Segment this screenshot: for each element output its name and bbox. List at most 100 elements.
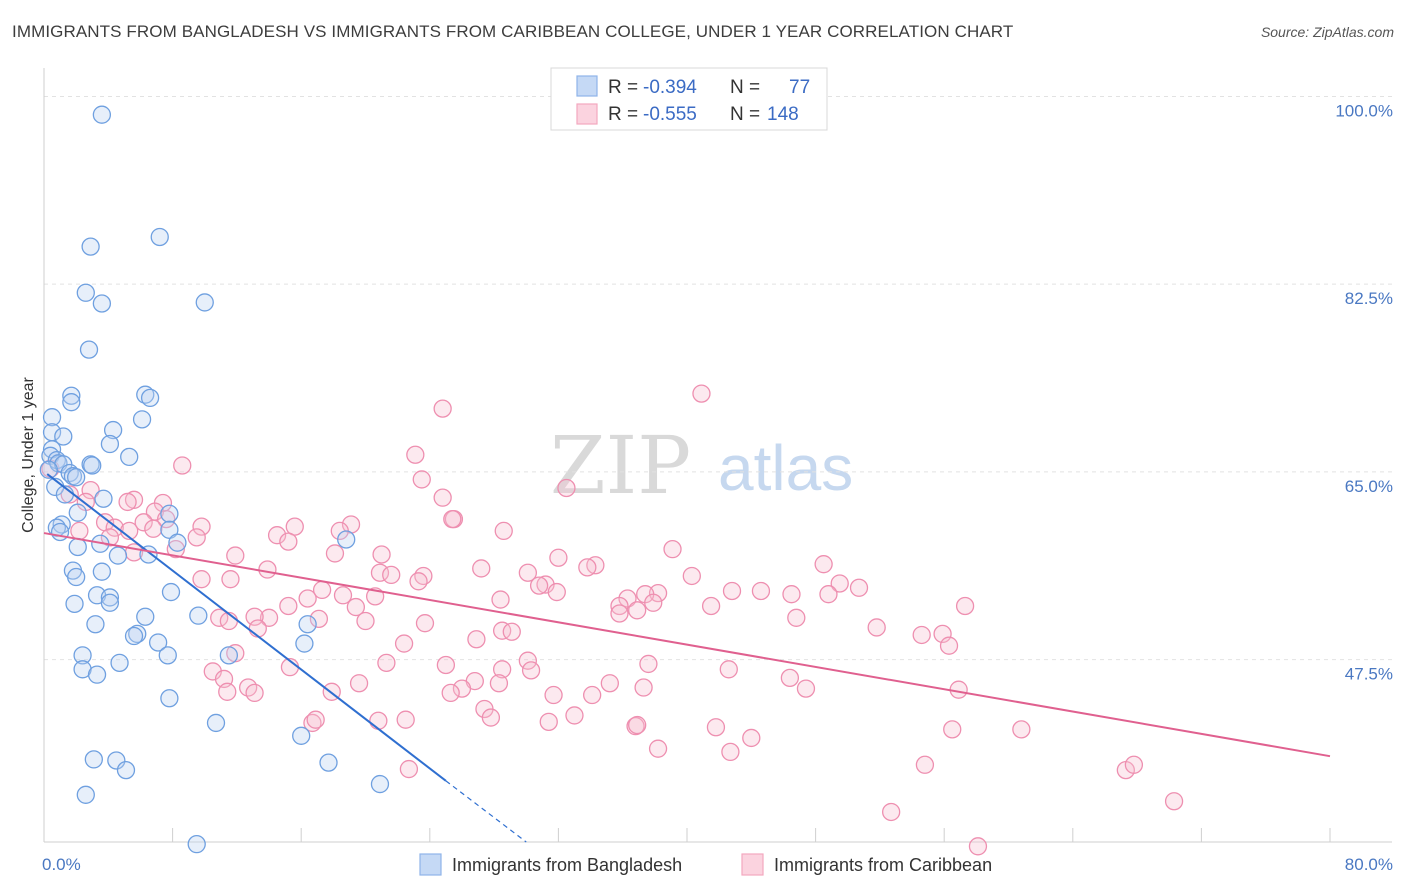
caribbean-point-42 <box>258 560 277 579</box>
caribbean-point-121 <box>539 712 558 732</box>
series-legend: Immigrants from Bangladesh Immigrants fr… <box>419 853 992 876</box>
caribbean-point-74 <box>628 601 647 620</box>
caribbean-point-1 <box>433 399 452 418</box>
caribbean-point-31 <box>663 539 682 559</box>
bangladesh-point-0 <box>92 105 112 124</box>
caribbean-point-123 <box>396 710 415 729</box>
caribbean-point-117 <box>441 683 460 703</box>
caribbean-point-83 <box>415 614 435 633</box>
caribbean-point-5 <box>412 470 431 489</box>
bangladesh-point-40 <box>68 537 87 557</box>
caribbean-point-128 <box>706 718 726 737</box>
bangladesh-point-64 <box>87 665 107 684</box>
bangladesh-point-48 <box>100 588 120 607</box>
legend-n-label-caribbean: N = <box>730 104 760 125</box>
caribbean-point-48 <box>221 570 240 589</box>
bangladesh-point-67 <box>292 726 311 745</box>
bangladesh-point-72 <box>370 774 390 794</box>
bangladesh-point-6 <box>79 340 99 359</box>
caribbean-point-82 <box>356 611 375 631</box>
caribbean-point-46 <box>682 566 701 586</box>
caribbean-point-18 <box>285 517 304 536</box>
caribbean-point-114 <box>796 679 816 698</box>
caribbean-point-110 <box>452 679 472 698</box>
caribbean-point-72 <box>610 596 629 616</box>
bangladesh-point-49 <box>100 593 120 612</box>
caribbean-point-64 <box>298 589 317 608</box>
caribbean-point-144 <box>1124 755 1144 774</box>
bangladesh-point-55 <box>128 624 147 644</box>
caribbean-point-76 <box>610 604 629 623</box>
bangladesh-point-57 <box>148 633 168 652</box>
bangladesh-point-74 <box>187 834 206 854</box>
caribbean-point-2 <box>406 445 425 464</box>
y-tick-label-3: 47.5% <box>1345 665 1393 684</box>
bangladesh-point-25 <box>39 460 58 479</box>
bangladesh-point-30 <box>94 489 113 508</box>
bangladesh-point-5 <box>195 293 214 312</box>
trend-line-bangladesh <box>46 473 447 782</box>
caribbean-point-37 <box>549 548 568 567</box>
caribbean-point-108 <box>489 674 509 693</box>
caribbean-point-113 <box>583 685 602 705</box>
caribbean-point-140 <box>306 710 325 729</box>
bangladesh-point-9 <box>62 386 81 405</box>
caribbean-point-106 <box>349 674 369 693</box>
bangladesh-point-73 <box>76 785 95 804</box>
legend-r-value-caribbean: -0.555 <box>643 104 697 125</box>
caribbean-point-56 <box>722 581 742 601</box>
bangladesh-point-56 <box>124 626 144 646</box>
bangladesh-point-13 <box>103 420 123 440</box>
bangladesh-point-46 <box>161 582 181 602</box>
caribbean-point-40 <box>814 555 833 574</box>
caribbean-point-132 <box>1012 720 1031 739</box>
caribbean-point-44 <box>382 565 401 585</box>
caribbean-point-109 <box>634 678 653 697</box>
bangladesh-point-37 <box>168 533 187 552</box>
caribbean-point-124 <box>369 711 388 730</box>
trend-lines <box>43 473 1331 843</box>
caribbean-point-53 <box>830 574 849 593</box>
chart-title: IMMIGRANTS FROM BANGLADESH VS IMMIGRANTS… <box>12 22 1014 41</box>
caribbean-point-68 <box>955 596 975 616</box>
caribbean-point-112 <box>544 685 563 705</box>
caribbean-point-41 <box>472 559 491 578</box>
bangladesh-point-15 <box>54 427 73 446</box>
caribbean-point-3 <box>173 456 192 475</box>
caribbean-point-129 <box>742 728 761 748</box>
caribbean-point-138 <box>882 802 901 822</box>
bottom-legend-label-caribbean: Immigrants from Caribbean <box>774 855 992 875</box>
caribbean-point-135 <box>399 759 419 779</box>
bangladesh-point-24 <box>83 456 102 475</box>
caribbean-point-39 <box>578 558 597 577</box>
caribbean-point-71 <box>279 596 298 616</box>
caribbean-point-143 <box>443 509 462 529</box>
bangladesh-point-53 <box>298 615 317 634</box>
caribbean-point-61 <box>782 585 801 604</box>
y-tick-label-2: 65.0% <box>1345 477 1393 496</box>
caribbean-point-15 <box>134 513 153 532</box>
caribbean-point-101 <box>719 660 738 679</box>
bangladesh-point-19 <box>120 447 139 467</box>
caribbean-point-35 <box>226 546 245 565</box>
caribbean-point-78 <box>787 608 806 627</box>
trend-line-caribbean <box>43 532 1331 758</box>
x-tick-label-min: 0.0% <box>42 855 81 874</box>
bangladesh-point-38 <box>337 530 356 549</box>
caribbean-point-59 <box>648 583 668 603</box>
legend-swatch-bangladesh <box>576 75 598 97</box>
legend-n-value-caribbean: 148 <box>767 104 799 125</box>
bangladesh-point-11 <box>42 408 62 427</box>
bangladesh-point-51 <box>136 607 155 626</box>
caribbean-point-26 <box>267 526 287 545</box>
y-tick-label-0: 100.0% <box>1335 101 1393 120</box>
caribbean-point-22 <box>144 519 163 538</box>
caribbean-point-43 <box>370 563 390 582</box>
caribbean-point-28 <box>100 528 120 547</box>
legend-swatch-caribbean <box>576 103 598 125</box>
caribbean-point-130 <box>648 739 668 758</box>
caribbean-point-95 <box>639 654 658 674</box>
bangladesh-point-68 <box>84 750 103 769</box>
stats-legend: R = -0.394 N = 77 R = -0.555 N = 148 <box>550 67 828 131</box>
